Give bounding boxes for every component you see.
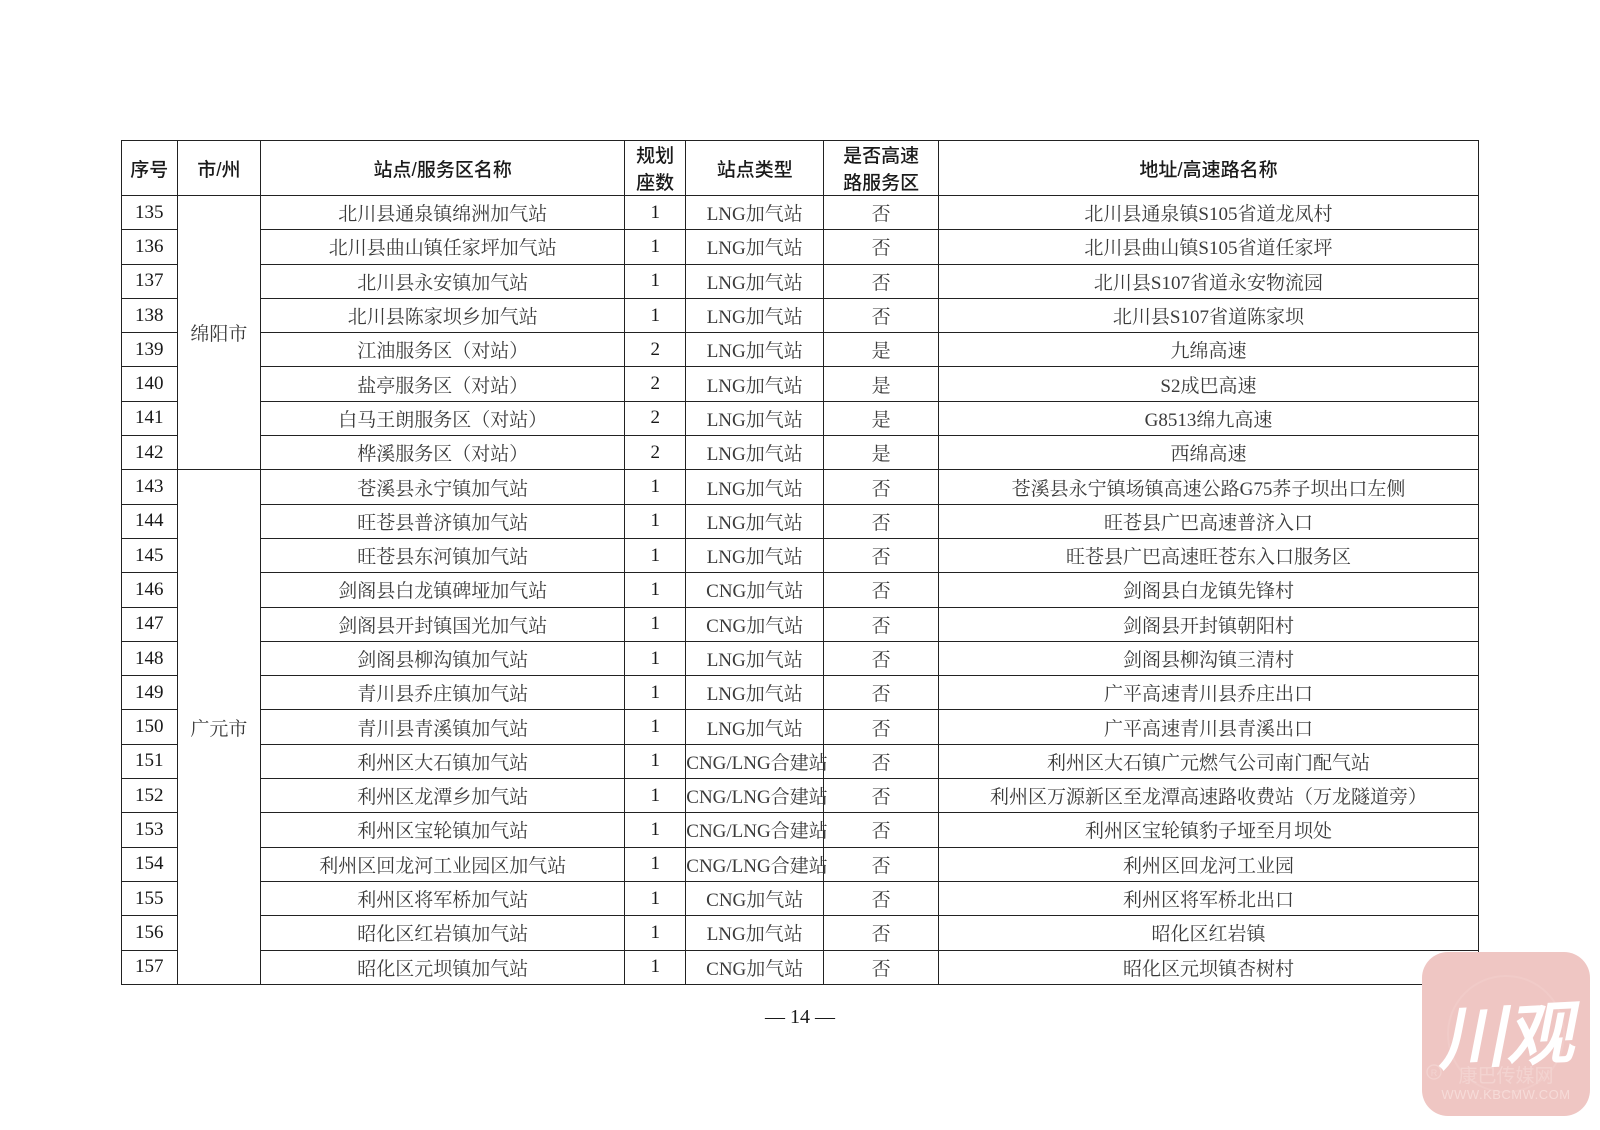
svg-text:WWW.KBCMW.COM: WWW.KBCMW.COM <box>1441 1087 1570 1102</box>
svg-text:R: R <box>1431 1068 1438 1078</box>
svg-text:康巴传媒网: 康巴传媒网 <box>1458 1065 1553 1087</box>
